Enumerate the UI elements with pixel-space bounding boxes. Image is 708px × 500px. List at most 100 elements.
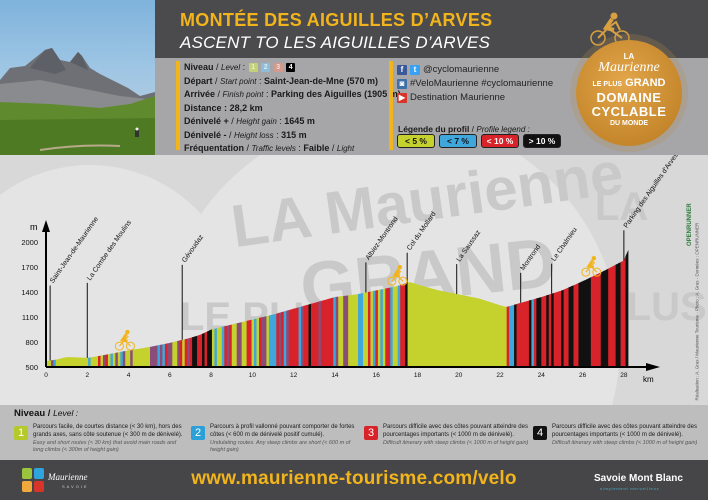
maurienne-logo-icon <box>22 468 44 492</box>
svg-text:16: 16 <box>373 372 381 379</box>
level-box-1: 1 <box>248 63 258 73</box>
cyclist-icons <box>114 255 602 351</box>
watermark-text: LA <box>595 185 649 229</box>
level-row: Niveau / Level : 1 2 3 4 <box>184 61 374 75</box>
svg-text:2000: 2000 <box>21 238 38 247</box>
cyclist-badge-icon <box>590 12 630 46</box>
profile-legend-title: Légende du profil / Profile legend : <box>398 124 530 134</box>
levels-title: Niveau / Level : <box>14 408 79 419</box>
info-accent-bar <box>176 61 180 150</box>
profile-legend: < 5 % < 7 % < 10 % > 10 % <box>397 134 561 148</box>
social-row-hashtags[interactable]: ◙ #VeloMaurienne #cyclomaurienne <box>397 77 553 91</box>
legend-under-10: < 10 % <box>481 134 519 148</box>
level-number-badge: 1 <box>14 426 28 440</box>
social-links: f t @cyclomaurienne ◙ #VeloMaurienne #cy… <box>397 63 553 105</box>
maurienne-badge-logo: LA Maurienne LE PLUS GRAND DOMAINE CYCLA… <box>576 40 682 146</box>
svg-text:20: 20 <box>455 372 463 379</box>
svg-text:1100: 1100 <box>22 313 38 322</box>
mountain-photo-illustration <box>0 48 155 155</box>
distance-value: 28,2 km <box>229 103 263 114</box>
svg-text:12: 12 <box>290 372 298 379</box>
maurienne-logo-text: Maurienne <box>48 472 88 482</box>
cyclist-icon <box>114 329 135 351</box>
page-subtitle: ASCENT TO LES AIGUILLES D’ARVES <box>180 33 491 52</box>
svg-text:4: 4 <box>127 372 131 379</box>
level-description-en: Undulating routes. Any steep climbs are … <box>210 440 351 453</box>
finish-row: Arrivée / Finish point : Parking des Aig… <box>184 89 401 100</box>
maurienne-logo-subtext: SAVOIE <box>62 484 89 489</box>
svg-text:m: m <box>30 222 38 232</box>
svg-text:Col du Mollard: Col du Mollard <box>406 211 438 252</box>
start-value: Saint-Jean-de-Mne (570 m) <box>264 75 379 86</box>
level-box-4-active: 4 <box>286 63 296 73</box>
level-description-fr: Parcours difficile avec des côtes pouvan… <box>383 424 528 438</box>
svg-text:800: 800 <box>25 338 38 347</box>
levels-panel: Niveau / Level : 1 Parcours facile, de c… <box>0 405 708 460</box>
finish-value: Parking des Aiguilles (1905 m) <box>270 89 401 100</box>
svg-text:La Saussaz: La Saussaz <box>456 229 483 263</box>
level-description-en: Difficult itinerary with steep climbs (<… <box>552 440 698 446</box>
svg-text:14: 14 <box>331 372 339 379</box>
svg-text:18: 18 <box>414 372 422 379</box>
level-description-fr: Parcours à profil vallonné pouvant compo… <box>210 424 355 438</box>
svg-text:Parking des Aiguilles d'Arves: Parking des Aiguilles d'Arves <box>623 155 680 229</box>
level-description-fr: Parcours facile, de courtes distance (< … <box>33 424 183 438</box>
distance-row: Distance : 28,2 km <box>184 103 263 114</box>
youtube-icon: ▶ <box>397 93 407 103</box>
legend-over-10: > 10 % <box>523 134 561 148</box>
header: MONTÉE DES AIGUILLES D’ARVES ASCENT TO L… <box>0 0 708 155</box>
social-row-youtube[interactable]: ▶ Destination Maurienne <box>397 92 506 103</box>
svg-text:km: km <box>643 375 654 384</box>
svg-text:Albiez-Montrond: Albiez-Montrond <box>365 216 400 262</box>
credits: Réalisation : A. Gras / Maurienne Touris… <box>694 222 700 401</box>
legend-under-7: < 7 % <box>439 134 477 148</box>
twitter-icon: t <box>410 65 420 75</box>
level-number-badge: 3 <box>364 426 378 440</box>
level-number-badge: 4 <box>533 426 547 440</box>
legend-under-5: < 5 % <box>397 134 435 148</box>
height-gain-value: 1645 m <box>284 115 315 126</box>
footer: Maurienne SAVOIE www.maurienne-tourisme.… <box>0 460 708 500</box>
header-photo <box>0 0 155 155</box>
route-info: Niveau / Level : 1 2 3 4 Départ / Start … <box>184 61 401 156</box>
website-link[interactable]: www.maurienne-tourisme.com/velo <box>191 468 517 489</box>
svg-text:10: 10 <box>249 372 257 379</box>
level-description-en: Difficult itinerary with steep climbs (<… <box>383 440 529 446</box>
social-row-handle[interactable]: f t @cyclomaurienne <box>397 63 553 77</box>
social-accent-bar <box>389 61 393 150</box>
svg-text:Gévoudaz: Gévoudaz <box>181 233 205 264</box>
openrunner-logo: OPENRUNNER <box>687 203 693 246</box>
svg-text:8: 8 <box>209 372 213 379</box>
svg-text:22: 22 <box>496 372 504 379</box>
svg-text:28: 28 <box>620 372 628 379</box>
level-box-3: 3 <box>273 63 283 73</box>
cyclist-icon <box>581 255 602 277</box>
cyclist-icon <box>387 264 408 286</box>
facebook-icon: f <box>397 65 407 75</box>
level-box-2: 2 <box>261 63 271 73</box>
start-row: Départ / Start point : Saint-Jean-de-Mne… <box>184 75 379 86</box>
height-loss-row: Dénivelé - / Height loss : 315 m <box>184 129 307 140</box>
svg-text:2: 2 <box>85 372 89 379</box>
elevation-profile-chart: LA Maurienne GRAND LA PLUS LE PLUS mkm50… <box>0 155 708 405</box>
svg-text:0: 0 <box>44 372 48 379</box>
traffic-value: Faible <box>303 143 330 154</box>
level-description-fr: Parcours difficile avec des côtes pouvan… <box>552 424 697 438</box>
savoie-mont-blanc-tagline: simplement merveilleux <box>600 486 660 491</box>
traffic-row: Fréquentation / Traffic levels : Faible … <box>184 143 355 154</box>
savoie-mont-blanc-logo: Savoie Mont Blanc <box>594 473 683 484</box>
level-description-en: Easy and short routes (< 30 km) that avo… <box>33 440 177 453</box>
height-gain-row: Dénivelé + / Height gain : 1645 m <box>184 115 315 126</box>
svg-text:6: 6 <box>168 372 172 379</box>
svg-text:26: 26 <box>579 372 587 379</box>
svg-text:1700: 1700 <box>21 263 38 272</box>
page-title: MONTÉE DES AIGUILLES D’ARVES <box>180 10 493 30</box>
instagram-icon: ◙ <box>397 79 407 89</box>
svg-text:Montrond: Montrond <box>520 244 543 272</box>
svg-text:500: 500 <box>25 363 38 372</box>
svg-text:1400: 1400 <box>21 288 38 297</box>
gradient-stripes <box>46 249 629 367</box>
svg-text:24: 24 <box>538 372 546 379</box>
height-loss-value: 315 m <box>281 129 307 140</box>
